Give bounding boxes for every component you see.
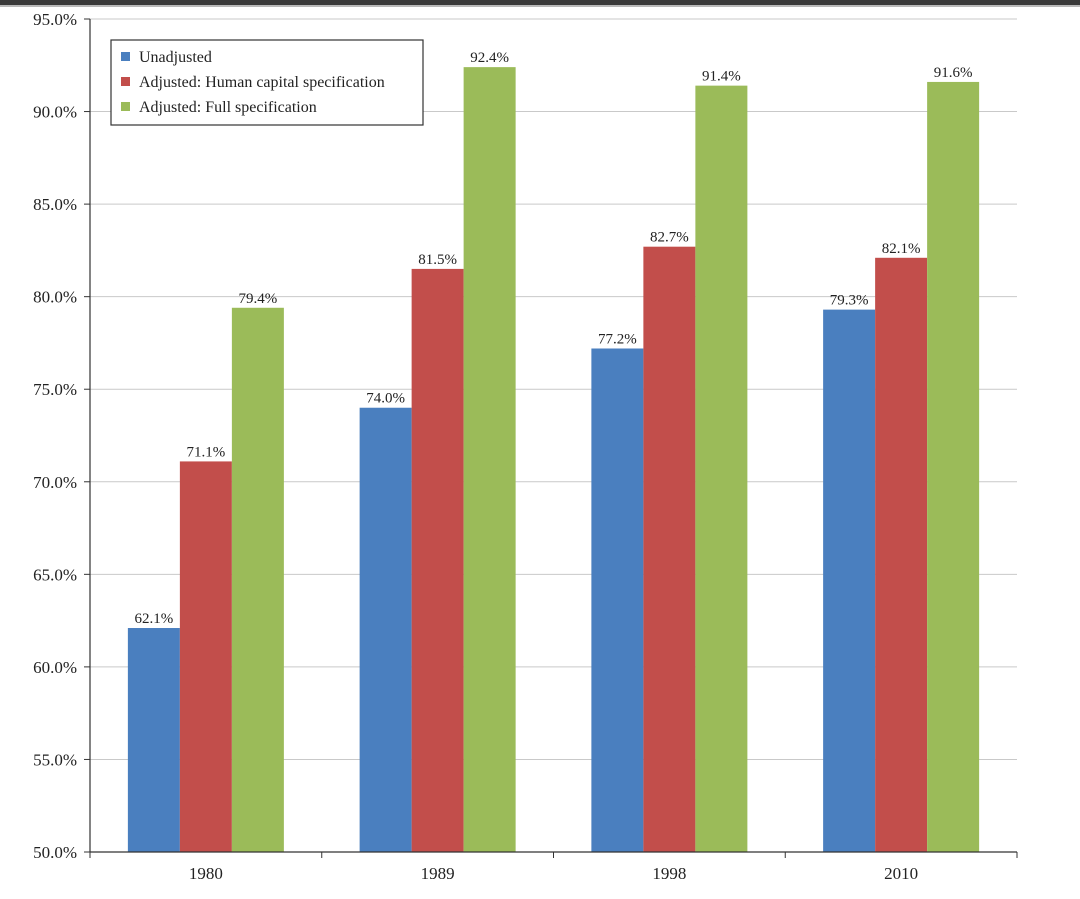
data-label: 77.2%	[598, 331, 637, 347]
x-tick-label: 1998	[652, 864, 686, 883]
y-tick-label: 65.0%	[33, 565, 77, 584]
bars	[127, 67, 980, 853]
y-tick-label: 55.0%	[33, 750, 77, 769]
legend-swatch-human-capital	[121, 77, 130, 86]
y-tick-label: 90.0%	[33, 103, 77, 122]
bar-1989-unadjusted	[359, 407, 412, 852]
bar-1980-human_capital	[179, 461, 232, 852]
bar-1989-full	[463, 67, 516, 852]
data-label: 82.7%	[650, 230, 689, 246]
data-label: 81.5%	[418, 252, 457, 268]
bar-1998-human_capital	[643, 246, 696, 853]
x-tick-label: 1989	[421, 864, 455, 883]
y-tick-label: 70.0%	[33, 473, 77, 492]
data-label: 82.1%	[882, 241, 921, 257]
y-tick-label: 80.0%	[33, 288, 77, 307]
data-label: 91.4%	[702, 69, 741, 85]
data-label: 92.4%	[470, 50, 509, 66]
legend-box	[110, 39, 424, 126]
top-rule-shadow	[0, 5, 1080, 7]
data-label: 74.0%	[366, 391, 405, 407]
data-labels: 62.1% 74.0% 77.2% 79.3% 71.1% 81.5% 82.7% 82.1%…	[135, 50, 973, 627]
y-tick-label: 50.0%	[33, 843, 77, 862]
y-tick-label: 75.0%	[33, 380, 77, 399]
legend-label-unadjusted: Unadjusted	[139, 49, 212, 66]
axes: 50.0% 55.0% 60.0% 65.0% 70.0% 75.0% 80.0% 85.0%…	[33, 10, 1018, 883]
bar-1989-human_capital	[411, 268, 464, 852]
data-label: 91.6%	[934, 65, 973, 81]
bar-2010-unadjusted	[823, 309, 876, 852]
data-label: 71.1%	[187, 444, 226, 460]
bar-1998-unadjusted	[591, 348, 644, 852]
bar-2010-human_capital	[875, 257, 928, 852]
legend-label-full: Adjusted: Full specification	[139, 99, 317, 116]
bar-2010-full	[927, 81, 980, 853]
y-tick-label: 95.0%	[33, 10, 77, 29]
y-tick-label: 60.0%	[33, 658, 77, 677]
top-rule	[0, 0, 1080, 5]
legend: Unadjusted Adjusted: Human capital speci…	[110, 39, 424, 126]
x-tick-label: 1980	[189, 864, 223, 883]
data-label: 79.4%	[239, 291, 278, 307]
bar-1998-full	[695, 85, 748, 852]
bar-1980-unadjusted	[127, 628, 180, 852]
legend-swatch-full	[121, 102, 130, 111]
data-label: 62.1%	[135, 611, 174, 627]
x-tick-label: 2010	[884, 864, 918, 883]
data-label: 79.3%	[830, 293, 869, 309]
bar-1980-full	[231, 307, 284, 853]
legend-swatch-unadjusted	[121, 52, 130, 61]
y-tick-label: 85.0%	[33, 195, 77, 214]
legend-label-human-capital: Adjusted: Human capital specification	[139, 74, 385, 91]
